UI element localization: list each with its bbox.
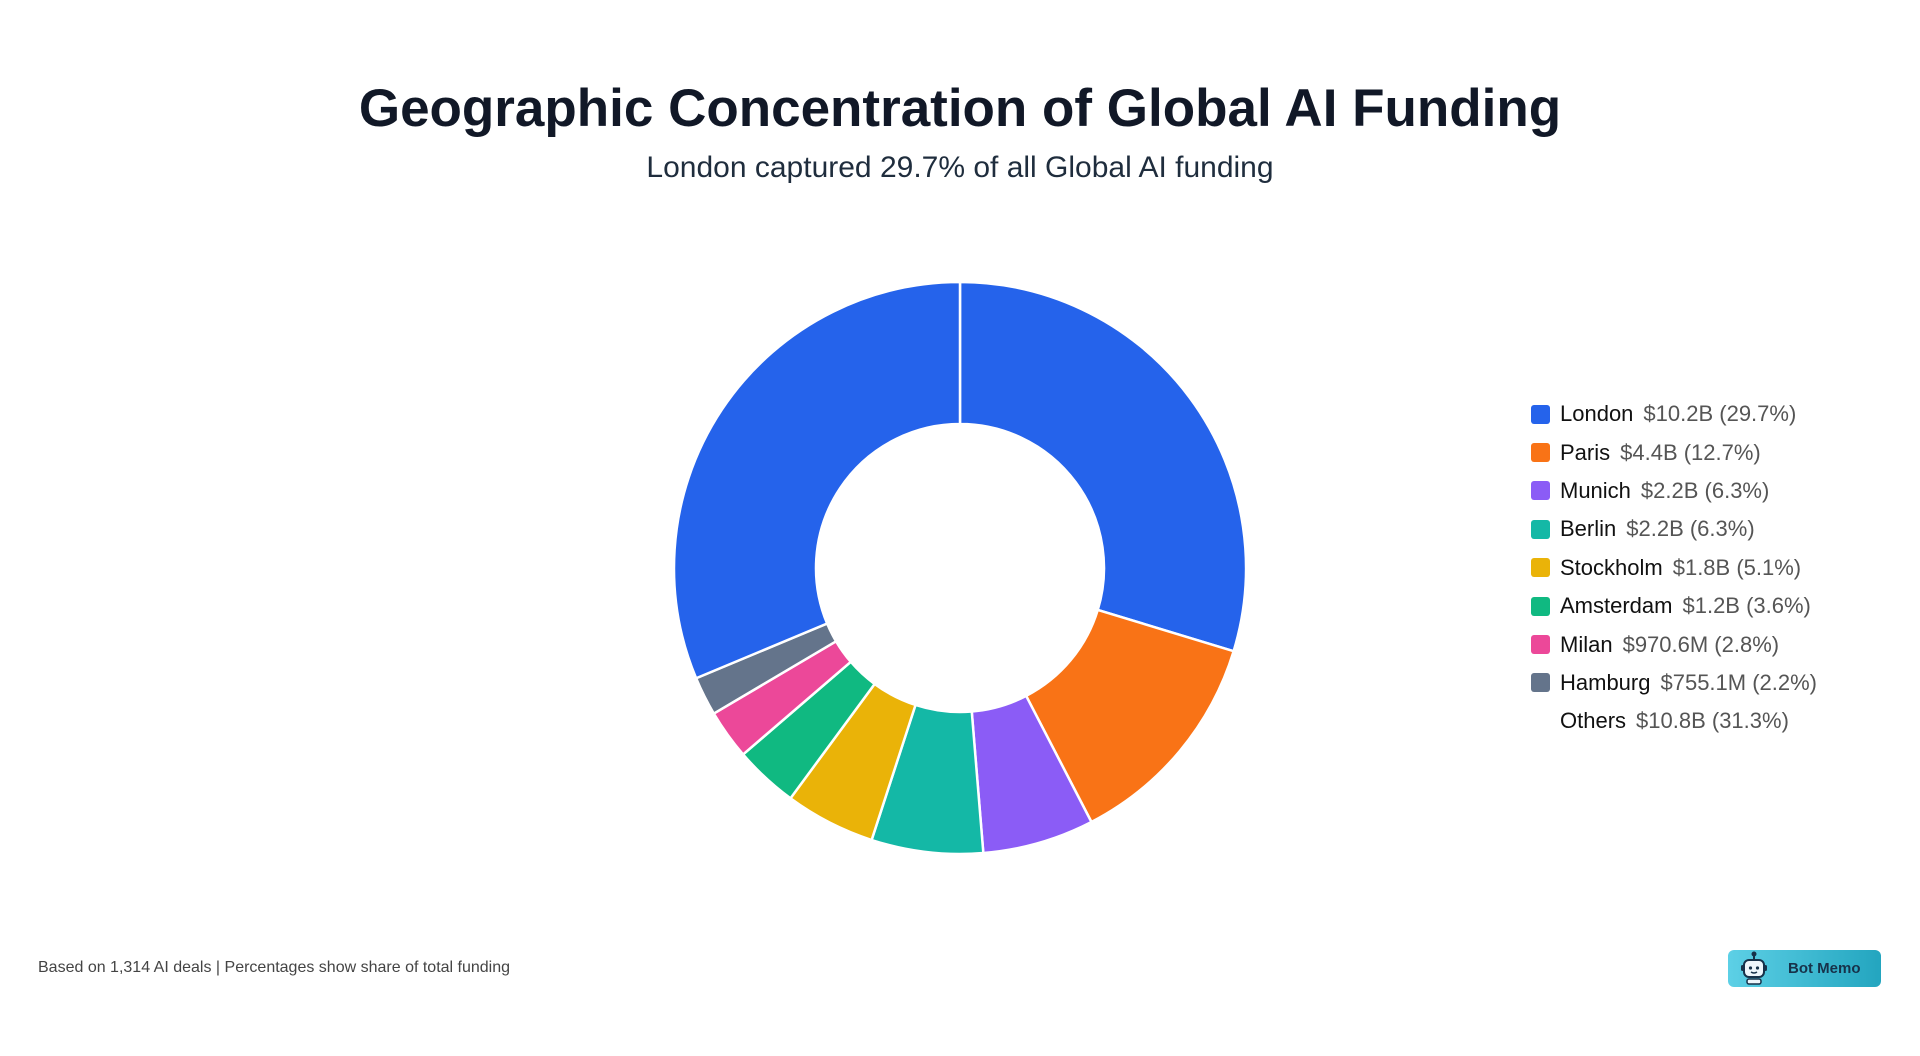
legend-value: $2.2B (6.3%)	[1626, 516, 1755, 542]
legend-value: $10.2B (29.7%)	[1643, 401, 1797, 427]
legend-swatch	[1531, 712, 1550, 731]
legend-item-berlin[interactable]: Berlin $2.2B (6.3%)	[1531, 510, 1817, 548]
legend-swatch	[1531, 481, 1550, 501]
legend-item-milan[interactable]: Milan $970.6M (2.8%)	[1531, 625, 1817, 663]
footer-note: Based on 1,314 AI deals | Percentages sh…	[38, 959, 511, 976]
legend-value: $1.2B (3.6%)	[1682, 593, 1811, 619]
legend-swatch	[1531, 404, 1550, 424]
legend-swatch	[1531, 443, 1550, 463]
slice-others[interactable]	[672, 280, 962, 680]
legend-value: $970.6M (2.8%)	[1622, 631, 1780, 657]
slice-london[interactable]	[958, 280, 1248, 653]
legend-label: Hamburg	[1560, 669, 1651, 695]
legend-label: Amsterdam	[1560, 593, 1673, 619]
legend-value: $2.2B (6.3%)	[1640, 477, 1770, 503]
legend-label: Munich	[1560, 477, 1631, 503]
legend-swatch	[1531, 673, 1550, 693]
legend-label: Paris	[1560, 439, 1611, 465]
legend-label: Others	[1560, 708, 1627, 734]
legend-value: $755.1M (2.2%)	[1660, 669, 1818, 695]
logo-text: Bot Memo	[1788, 960, 1861, 977]
legend-item-paris[interactable]: Paris $4.4B (12.7%)	[1531, 433, 1817, 471]
legend-label: Berlin	[1560, 516, 1617, 542]
legend-value: $10.8B (31.3%)	[1636, 708, 1789, 734]
chart-title: Geographic Concentration of Global AI Fu…	[358, 79, 1562, 138]
legend-swatch	[1531, 635, 1550, 655]
robot-icon	[1741, 951, 1767, 985]
bot-memo-logo: Bot Memo	[1728, 950, 1881, 987]
slice-paris[interactable]	[1024, 608, 1236, 824]
legend-swatch	[1531, 519, 1550, 539]
legend-swatch	[1531, 596, 1550, 616]
legend-item-others[interactable]: Others $10.8B (31.3%)	[1531, 702, 1817, 740]
legend-label: Stockholm	[1560, 554, 1663, 580]
legend-value: $1.8B (5.1%)	[1672, 554, 1802, 580]
legend-item-munich[interactable]: Munich $2.2B (6.3%)	[1531, 472, 1817, 510]
legend-item-stockholm[interactable]: Stockholm $1.8B (5.1%)	[1531, 549, 1817, 587]
legend-item-amsterdam[interactable]: Amsterdam $1.2B (3.6%)	[1531, 587, 1817, 625]
legend-label: London	[1560, 401, 1634, 427]
legend-item-hamburg[interactable]: Hamburg $755.1M (2.2%)	[1531, 664, 1817, 702]
legend-label: Milan	[1560, 631, 1613, 657]
legend-value: $4.4B (12.7%)	[1620, 439, 1761, 465]
legend-item-london[interactable]: London $10.2B (29.7%)	[1531, 395, 1817, 433]
legend: London $10.2B (29.7%) Paris $4.4B (12.7%) Mu…	[1531, 395, 1817, 741]
legend-swatch	[1531, 558, 1550, 578]
chart-subtitle: London captured 29.7% of all Global AI f…	[646, 151, 1274, 184]
